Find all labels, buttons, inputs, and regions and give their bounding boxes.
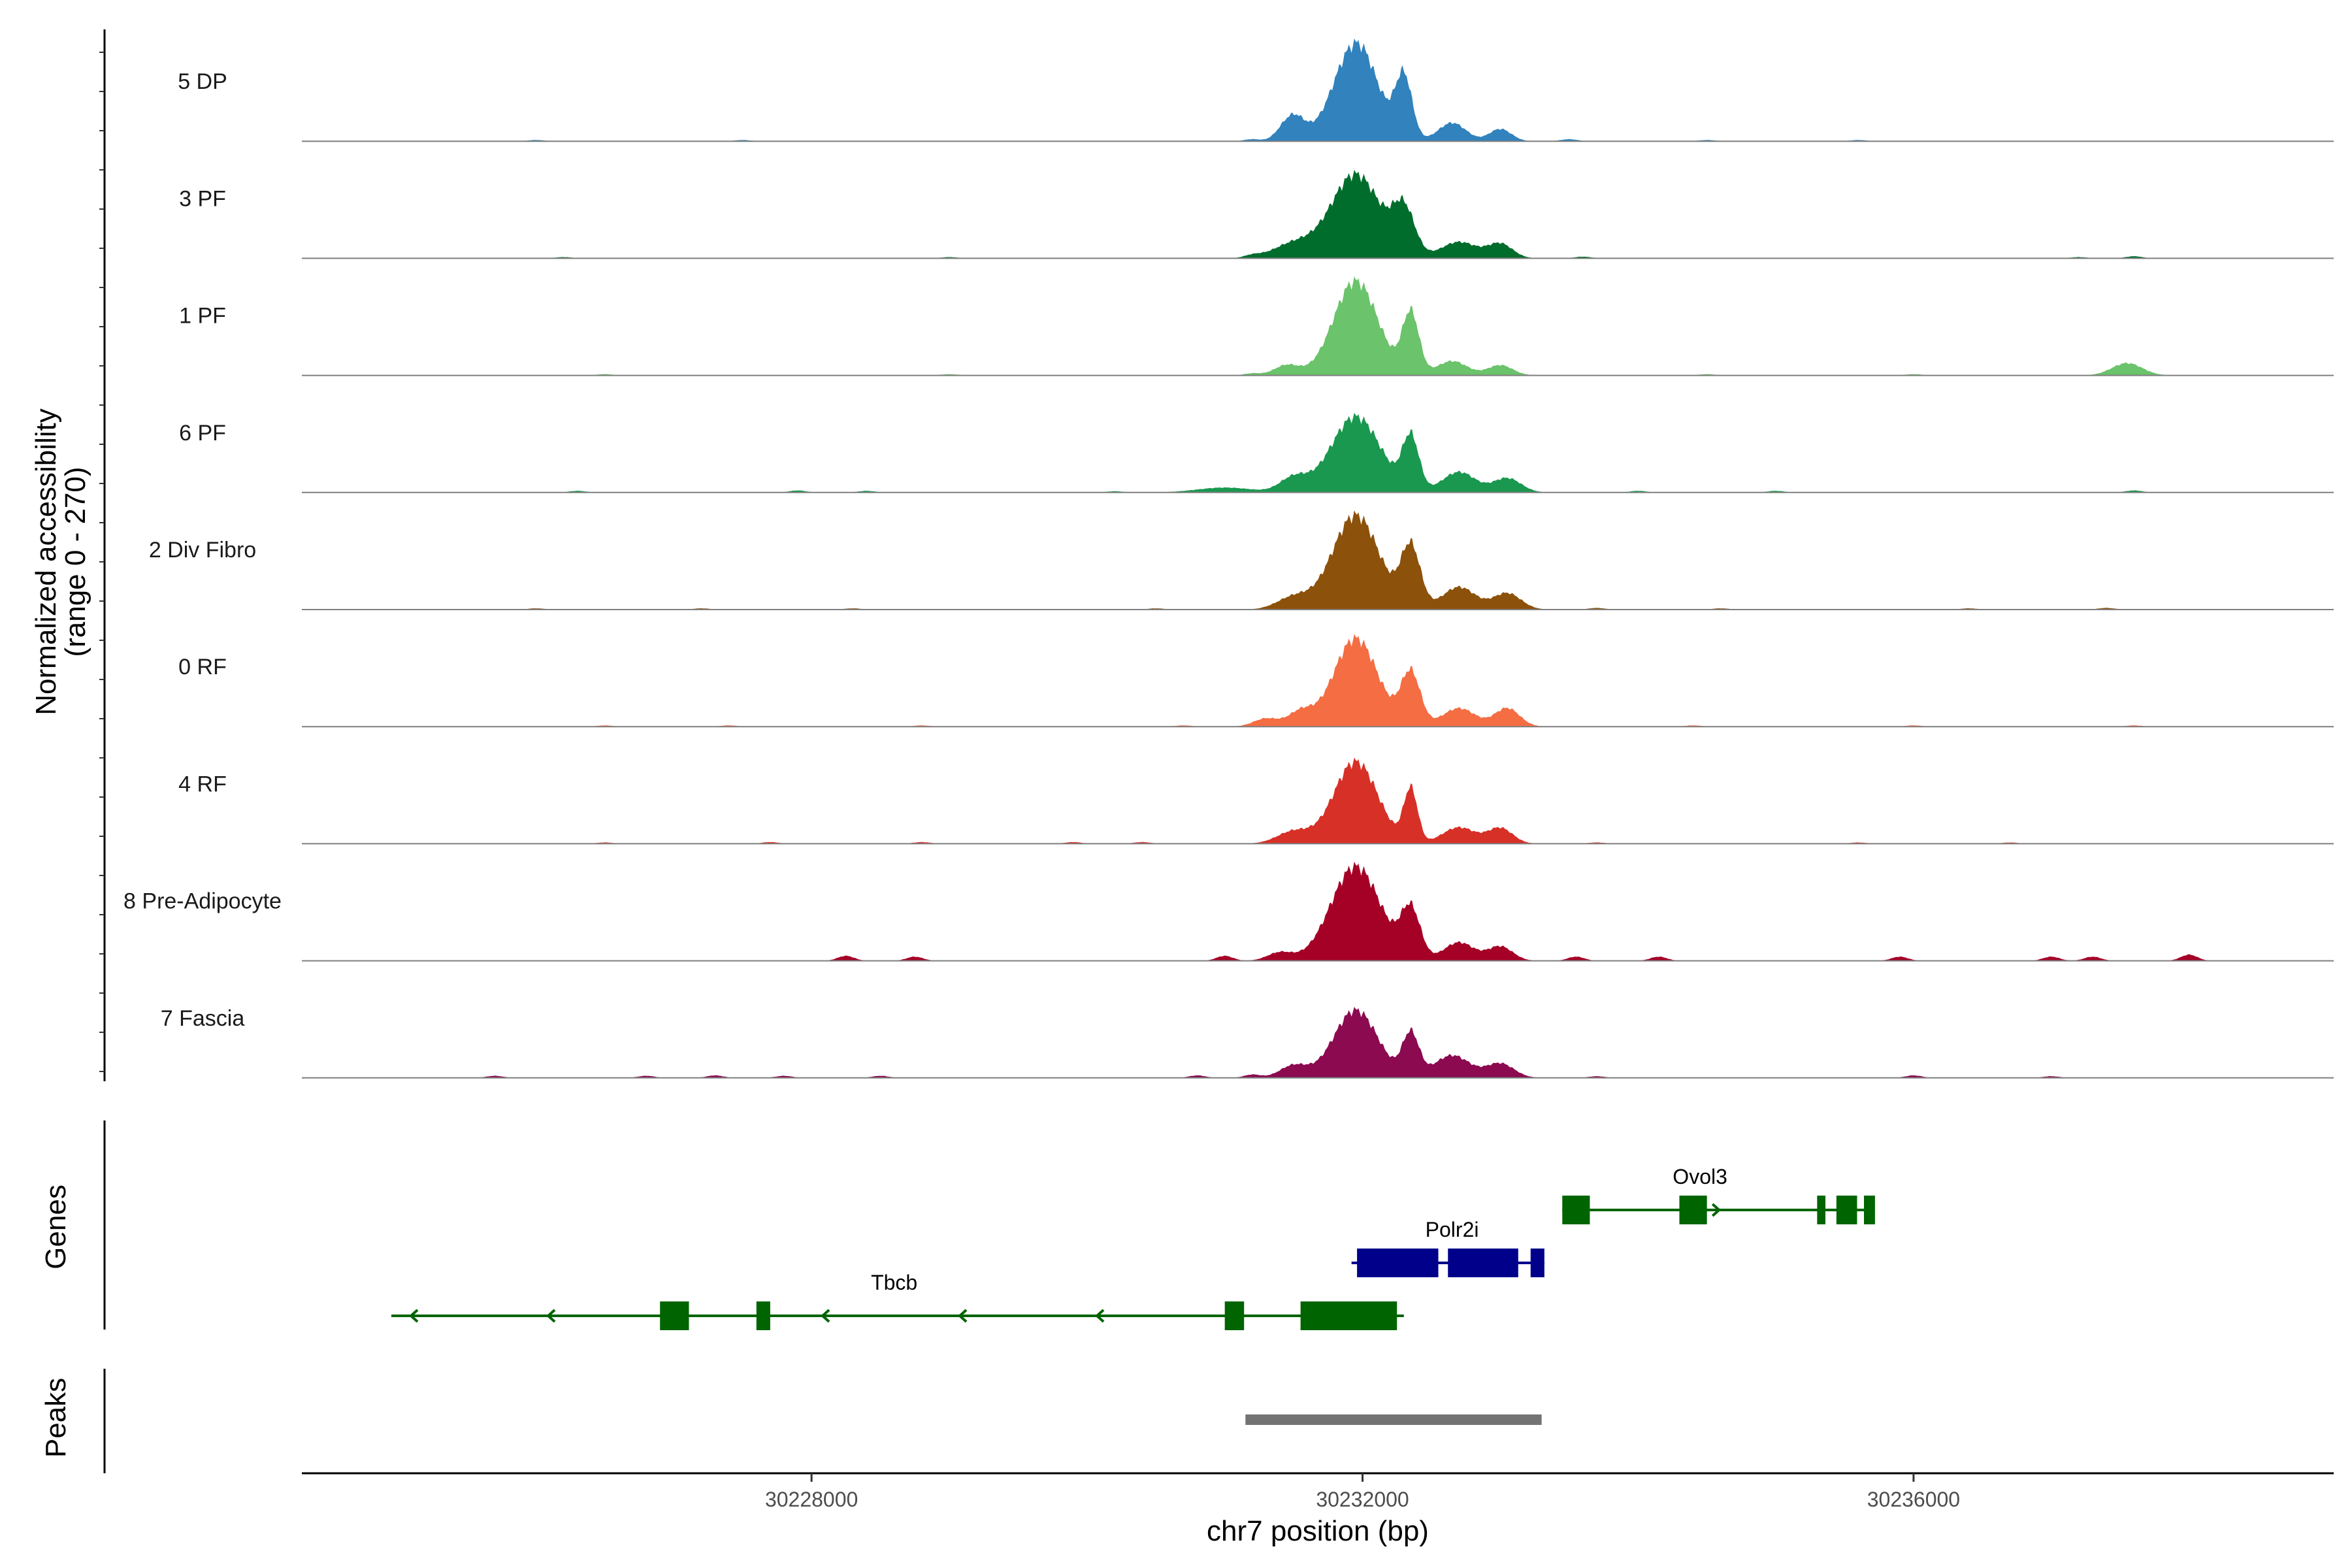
peak-regions	[1245, 1414, 1542, 1425]
coverage-area	[302, 169, 2334, 259]
coverage-area	[302, 861, 2334, 961]
gene-exon	[1679, 1196, 1707, 1224]
track-label: 3 PF	[179, 186, 226, 211]
track-label: 6 PF	[179, 421, 226, 446]
strand-arrow	[821, 1309, 830, 1323]
track-label: 0 RF	[178, 655, 227, 679]
x-axis-title: chr7 position (bp)	[1207, 1515, 1429, 1547]
gene-exon	[1836, 1196, 1857, 1224]
track-label: 8 Pre-Adipocyte	[123, 889, 282, 914]
strand-arrow	[409, 1309, 419, 1323]
strand-arrow	[1095, 1309, 1105, 1323]
gene-ovol3: Ovol3	[1562, 1165, 1875, 1224]
track-0-rf: 0 RF	[178, 634, 2334, 728]
gene-label: Tbcb	[871, 1271, 917, 1294]
strand-arrow	[958, 1309, 968, 1323]
gene-exon	[1357, 1249, 1439, 1277]
gene-polr2i: Polr2i	[1351, 1218, 1544, 1277]
gene-exon	[1817, 1196, 1825, 1224]
coverage-area	[302, 1007, 2334, 1078]
track-axis	[99, 29, 106, 1081]
coverage-area	[302, 757, 2334, 844]
genes-panel-title: Genes	[40, 1184, 72, 1269]
track-label: 1 PF	[179, 304, 226, 329]
gene-exon	[1864, 1196, 1875, 1224]
gene-exon	[756, 1301, 770, 1330]
track-3-pf: 3 PF	[179, 169, 2334, 259]
track-5-dp: 5 DP	[178, 38, 2334, 142]
track-label: 2 Div Fibro	[149, 538, 256, 563]
coverage-area	[302, 510, 2334, 610]
gene-label: Polr2i	[1426, 1218, 1479, 1241]
track-1-pf: 1 PF	[179, 276, 2334, 376]
coverage-area	[302, 38, 2334, 142]
coverage-area	[302, 276, 2334, 376]
strand-arrow	[546, 1309, 556, 1323]
gene-exon	[1224, 1301, 1245, 1330]
gene-exon	[1300, 1301, 1397, 1330]
gene-exon	[1530, 1249, 1544, 1277]
coverage-area	[302, 412, 2334, 493]
track-label: 4 RF	[178, 772, 227, 796]
gene-label: Ovol3	[1673, 1165, 1727, 1188]
gene-annotations: Ovol3 Polr2i Tbcb	[391, 1165, 1875, 1330]
x-axis-ticks: 30228000 30232000 30236000	[765, 1473, 1960, 1511]
gene-exon	[1448, 1249, 1518, 1277]
x-tick-label: 30228000	[765, 1488, 858, 1511]
strand-arrow	[1711, 1203, 1722, 1217]
gene-exon	[660, 1301, 689, 1330]
track-2-div-fibro: 2 Div Fibro	[149, 510, 2334, 610]
x-tick-label: 30232000	[1316, 1488, 1409, 1511]
track-4-rf: 4 RF	[178, 757, 2334, 845]
peaks-panel-title: Peaks	[40, 1378, 72, 1458]
track-label: 7 Fascia	[161, 1006, 245, 1031]
track-7-fascia: 7 Fascia	[161, 1006, 2334, 1079]
gene-tbcb: Tbcb	[391, 1271, 1404, 1330]
coverage-area	[302, 634, 2334, 727]
gene-exon	[1562, 1196, 1590, 1224]
coverage-tracks: 5 DP 3 PF 1 PF 6 PF 2 Div Fibro 0 RF 4 RF 8 Pre…	[123, 38, 2334, 1079]
track-8-pre-adipocyte: 8 Pre-Adipocyte	[123, 861, 2334, 962]
y-axis-title: Normalized accessibility	[30, 408, 62, 715]
track-label: 5 DP	[178, 69, 227, 94]
track-6-pf: 6 PF	[179, 412, 2334, 493]
y-axis-title-range: (range 0 - 270)	[59, 466, 91, 657]
peak-region	[1245, 1414, 1542, 1425]
x-tick-label: 30236000	[1867, 1488, 1960, 1511]
